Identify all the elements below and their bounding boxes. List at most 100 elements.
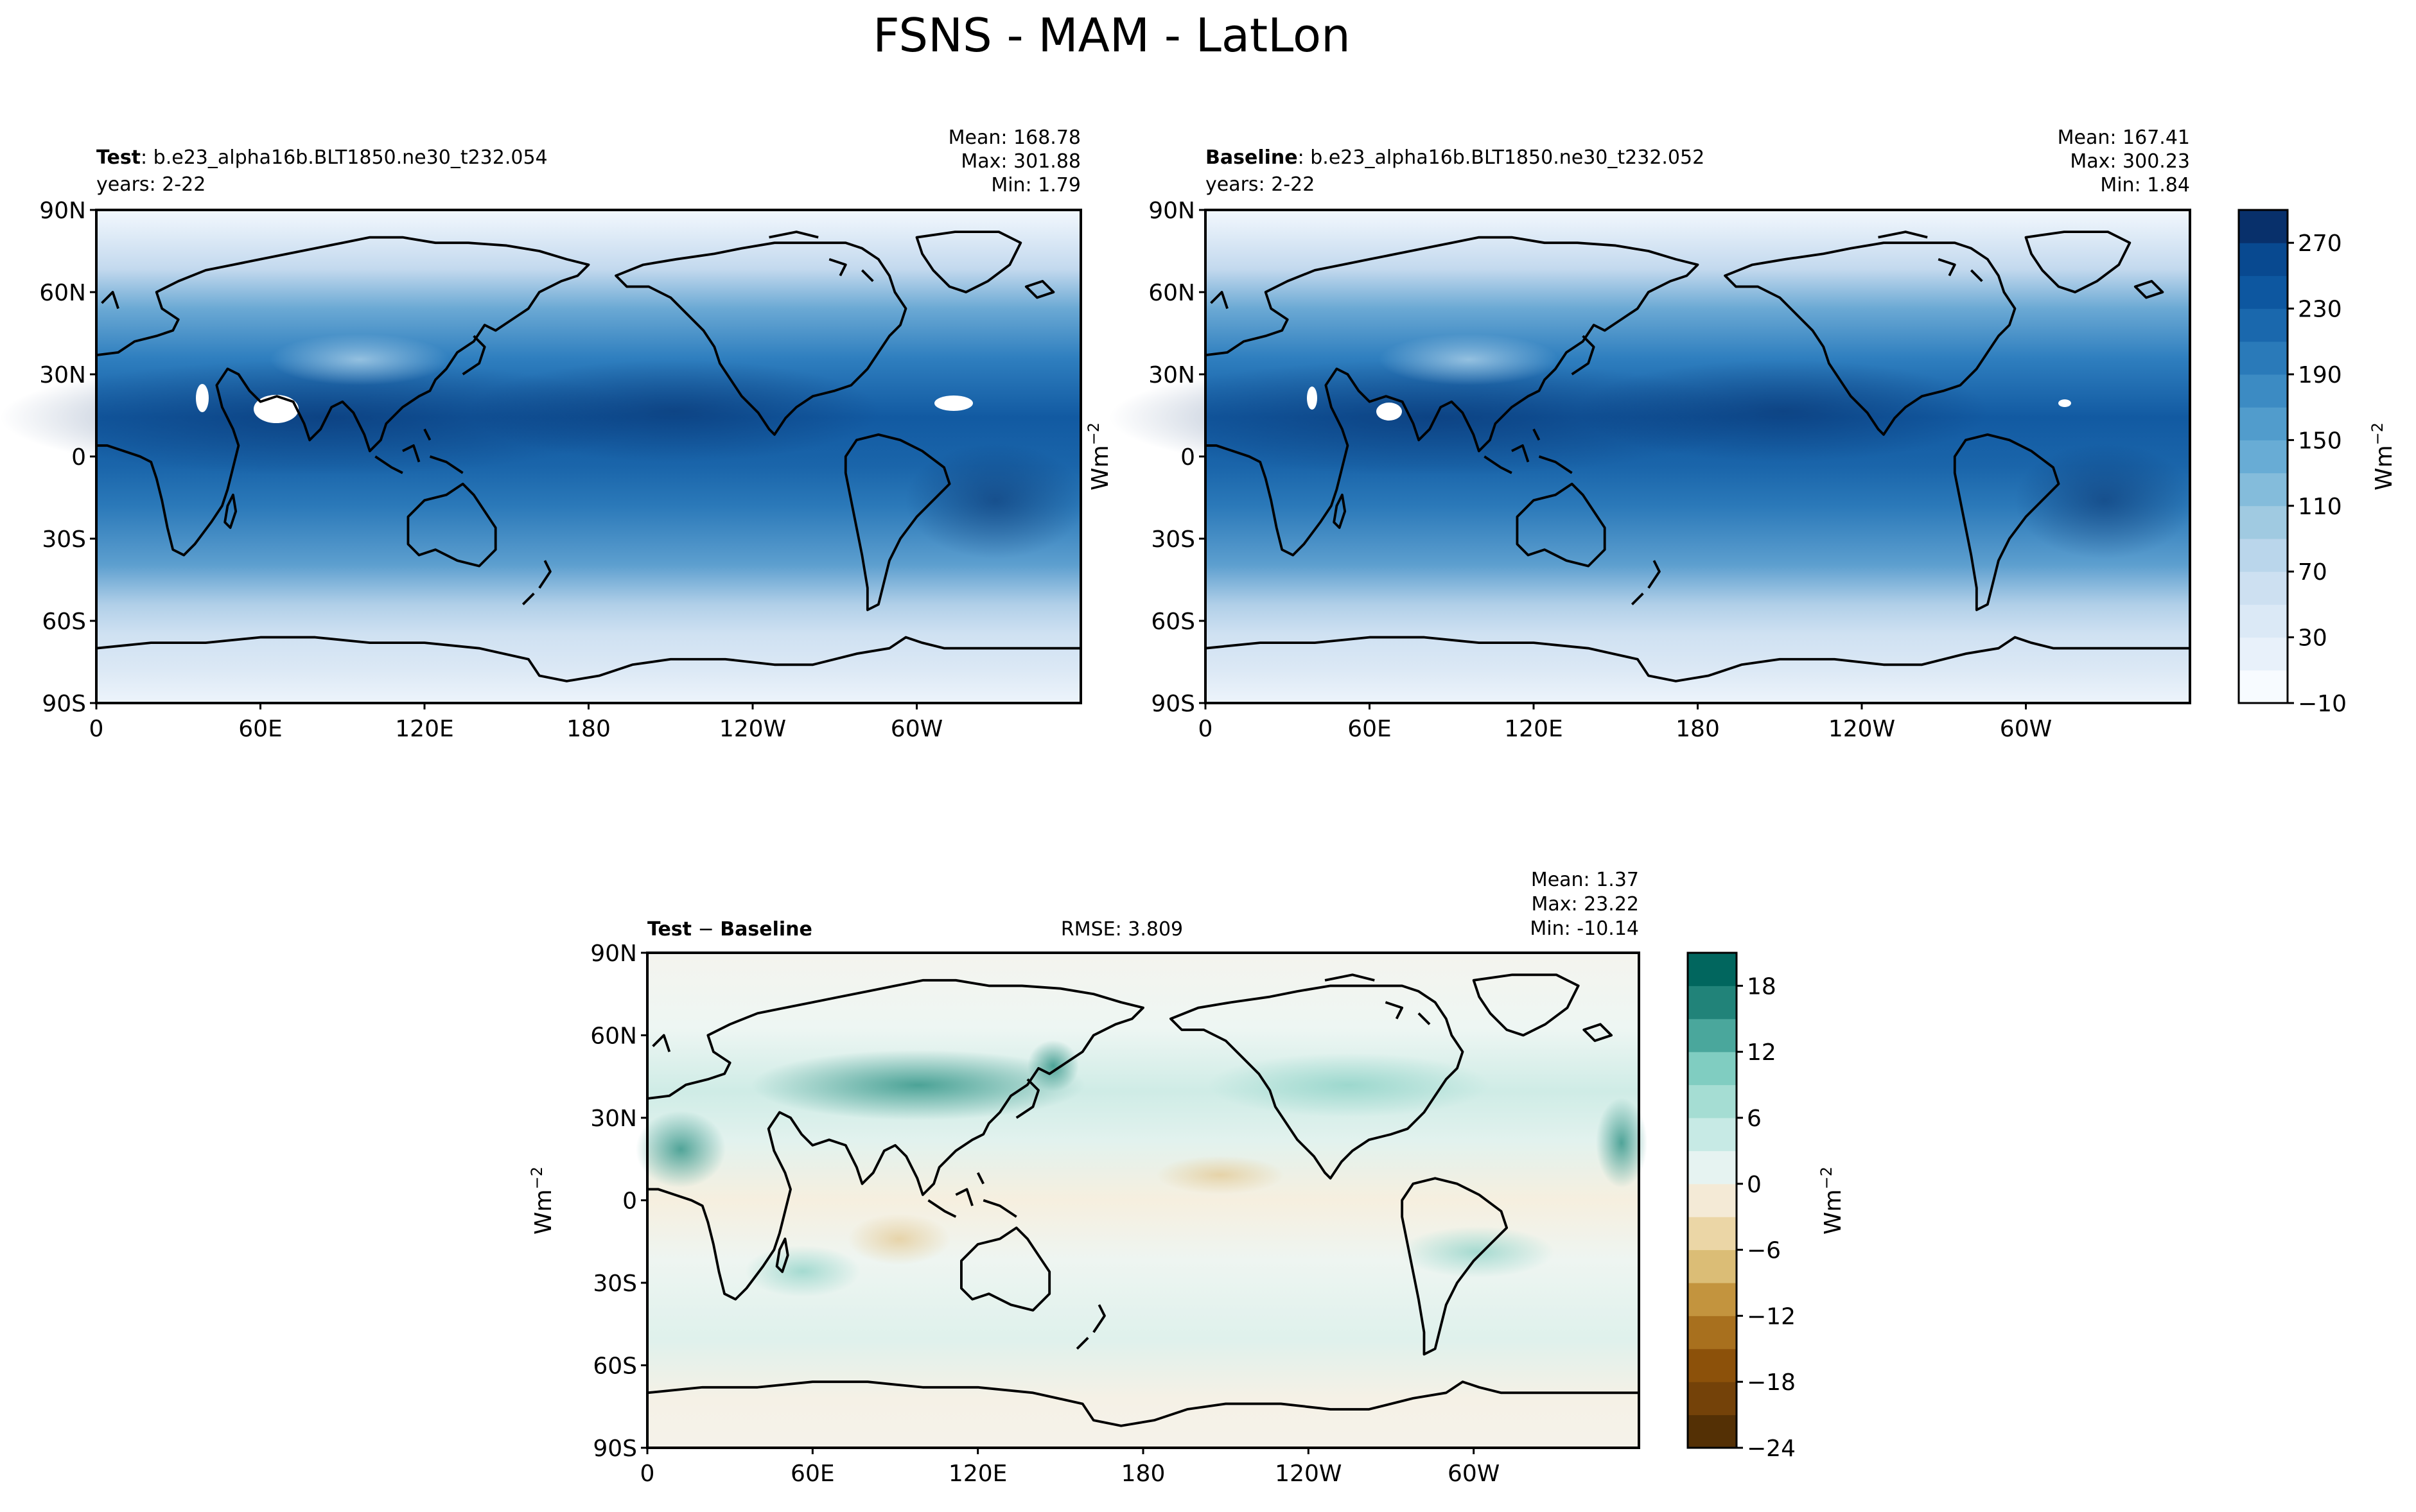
panel-difference-xticks: 0 60E 120E 180 120W 60W — [640, 1448, 1500, 1487]
panel-difference: Test − Baseline RMSE: 3.809 Mean: 1.37 M… — [528, 869, 1647, 1487]
map-field — [906, 443, 1085, 559]
colorbar-tick-label: 270 — [2298, 230, 2342, 257]
colorbar-segment — [2239, 243, 2288, 276]
panel-baseline: Baseline: b.e23_alpha16b.BLT1850.ne30_t2… — [1085, 126, 2194, 742]
x-tick-label: 60W — [891, 716, 943, 742]
y-tick-label: 60N — [590, 1023, 637, 1050]
panel-difference-min: Min: -10.14 — [1530, 917, 1639, 940]
y-tick-label: 0 — [1180, 444, 1195, 471]
panel-baseline-years: years: 2-22 — [1205, 173, 1315, 196]
panel-test-mean: Mean: 168.78 — [949, 126, 1081, 149]
colorbar-tick-label: 30 — [2298, 625, 2327, 652]
map-field — [745, 1246, 861, 1297]
panel-difference-map — [636, 952, 1647, 1449]
x-tick-label: 0 — [1198, 716, 1213, 742]
panel-baseline-map — [1109, 209, 2194, 704]
colorbar-segment — [1688, 1382, 1737, 1416]
map-field — [1578, 360, 1989, 462]
colorbar-segment — [2239, 341, 2288, 375]
colorbar-tick-label: 18 — [1747, 973, 1776, 1000]
map-field — [848, 1213, 950, 1265]
y-tick-label: 90N — [1148, 198, 1195, 224]
panel-difference-max: Max: 23.22 — [1531, 893, 1639, 916]
colorbar-segment — [1688, 1283, 1737, 1316]
colorbar-tick-label: 150 — [2298, 428, 2342, 454]
colorbar-frame — [2237, 209, 2289, 704]
map-field — [469, 360, 880, 462]
panel-difference-yticks: 90N 60N 30N 0 30S 60S 90S — [590, 941, 647, 1462]
y-tick-label: 30S — [1151, 526, 1195, 553]
map-field — [1400, 1226, 1554, 1278]
colorbar-tick-label: 190 — [2298, 362, 2342, 388]
colorbar-segment — [2239, 210, 2288, 243]
map-field — [196, 384, 209, 412]
colorbar-diff-label: Wm−2 — [1817, 1167, 1846, 1235]
y-tick-label: 0 — [622, 1188, 637, 1215]
panel-test-max: Max: 301.88 — [961, 150, 1081, 173]
colorbar-tick-label: −18 — [1747, 1369, 1796, 1396]
x-tick-label: 120W — [1275, 1461, 1342, 1487]
y-tick-label: 60S — [42, 609, 86, 635]
y-tick-label: 60S — [1151, 609, 1195, 635]
y-tick-label: 60N — [1148, 280, 1195, 306]
colorbar-frame — [1686, 952, 1738, 1449]
x-tick-label: 120W — [719, 716, 786, 742]
x-tick-label: 60W — [1448, 1461, 1500, 1487]
colorbar-segment — [1688, 1348, 1737, 1382]
map-field — [1156, 1156, 1284, 1194]
y-tick-label: 60S — [593, 1353, 637, 1380]
map-field — [2058, 399, 2071, 407]
colorbar-main-label: Wm−2 — [2368, 422, 2397, 491]
x-tick-label: 120E — [395, 716, 453, 742]
colorbar-tick-label: 110 — [2298, 494, 2342, 520]
y-tick-label: 30N — [1148, 362, 1195, 388]
x-tick-label: 60E — [1347, 716, 1392, 742]
panel-baseline-mean: Mean: 167.41 — [2058, 126, 2190, 149]
colorbar-segment — [2239, 374, 2288, 408]
x-tick-label: 180 — [1676, 716, 1720, 742]
colorbar-segment — [1688, 1217, 1737, 1251]
colorbar-tick-label: 70 — [2298, 559, 2327, 586]
y-tick-label: 90N — [39, 198, 86, 224]
colorbar-segment — [2239, 308, 2288, 342]
x-tick-label: 60E — [238, 716, 283, 742]
colorbar-segment — [1688, 1018, 1737, 1052]
colorbar-segment — [2239, 539, 2288, 572]
y-tick-label: 30S — [593, 1271, 637, 1297]
y-tick-label: 30N — [590, 1106, 637, 1132]
colorbar-segment — [2239, 637, 2288, 671]
map-field — [751, 1050, 1085, 1120]
colorbar-segment — [1688, 1151, 1737, 1185]
map-field — [1307, 387, 1317, 410]
map-field — [1028, 1040, 1079, 1091]
colorbar-segment — [1688, 1084, 1737, 1118]
colorbar-tick-label: 12 — [1747, 1039, 1776, 1066]
panel-test-map — [0, 209, 1085, 704]
map-field — [270, 334, 450, 385]
map-field — [1207, 1053, 1490, 1117]
panel-baseline-label: Baseline: b.e23_alpha16b.BLT1850.ne30_t2… — [1205, 146, 1704, 169]
colorbar-tick-label: 6 — [1747, 1106, 1762, 1132]
colorbar-tick-label: 230 — [2298, 297, 2342, 323]
x-tick-label: 60E — [791, 1461, 835, 1487]
map-field — [636, 1111, 726, 1188]
x-tick-label: 120E — [949, 1461, 1007, 1487]
colorbar-segment — [1688, 1052, 1737, 1086]
colorbar-tick-label: −12 — [1747, 1303, 1796, 1330]
colorbar-segment — [2239, 473, 2288, 507]
y-tick-label: 90S — [593, 1436, 637, 1462]
panel-test-xticks: 0 60E 120E 180 120W 60W — [89, 703, 943, 742]
colorbar-segment — [2239, 275, 2288, 309]
panel-baseline-max: Max: 300.23 — [2070, 150, 2190, 173]
panel-baseline-min: Min: 1.84 — [2100, 174, 2190, 196]
x-tick-label: 60W — [2000, 716, 2052, 742]
map-field — [1379, 334, 1559, 385]
x-tick-label: 180 — [1121, 1461, 1166, 1487]
y-tick-label: 60N — [39, 280, 86, 306]
map-field — [1596, 1098, 1647, 1188]
colorbar-tick-label: −6 — [1747, 1238, 1781, 1264]
x-tick-label: 0 — [640, 1461, 655, 1487]
y-tick-label: 90S — [42, 691, 86, 717]
panel-difference-ylabel: Wm−2 — [528, 1167, 557, 1235]
